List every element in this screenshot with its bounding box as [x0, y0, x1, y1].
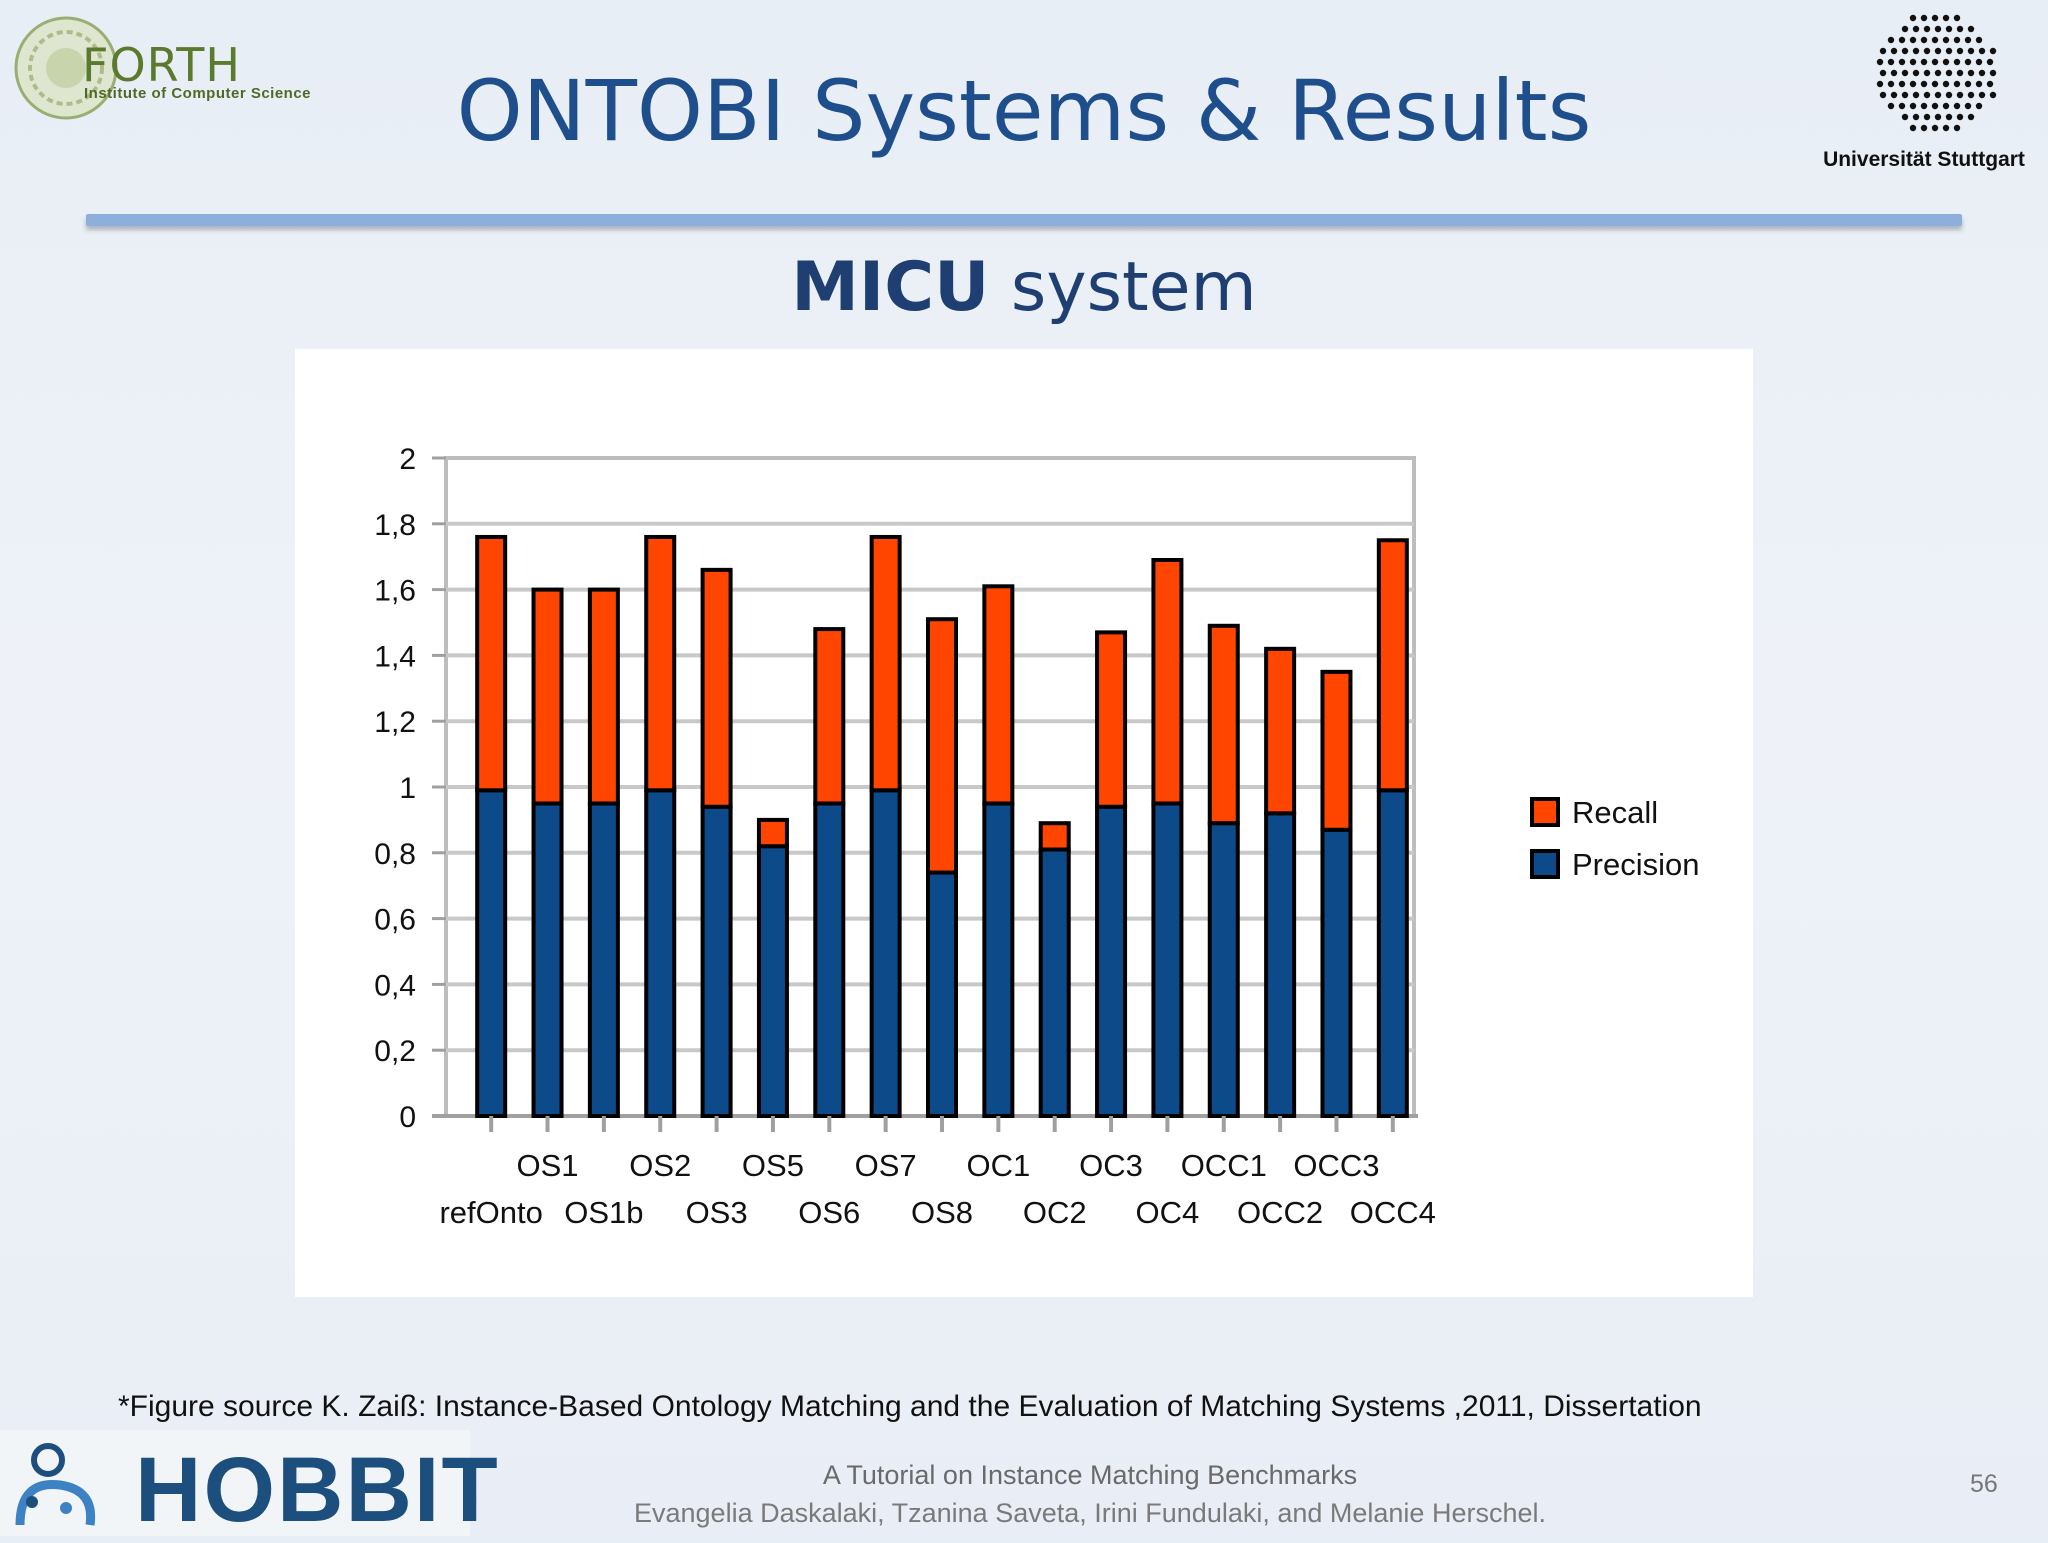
- bar-recall-OCC1: [1207, 623, 1240, 826]
- y-tick-label: 0,4: [374, 969, 416, 1002]
- university-logo: [1876, 14, 1997, 132]
- chart-heading: MICU system: [0, 248, 2048, 327]
- bar-precision-OS8: [926, 870, 958, 1118]
- x-tick-label: OS7: [855, 1148, 917, 1183]
- legend-label-recall: Recall: [1572, 795, 1658, 830]
- x-tick-label: OS1b: [564, 1195, 643, 1230]
- y-tick-label: 1,4: [374, 640, 416, 673]
- bar-recall-OC3: [1095, 630, 1128, 809]
- bar-recall-OS3: [700, 567, 733, 809]
- x-tick-label: OS6: [798, 1195, 860, 1230]
- bar-recall-OS8: [926, 617, 958, 875]
- x-tick-label: OCC2: [1237, 1195, 1323, 1230]
- bar-precision-OCC1: [1207, 821, 1240, 1118]
- legend-swatch-precision: [1530, 849, 1560, 879]
- bar-recall-OS6: [813, 627, 846, 806]
- bar-recall-OC2: [1038, 821, 1071, 852]
- x-tick-label: OS1: [517, 1148, 579, 1183]
- bar-recall-OS5: [756, 817, 789, 849]
- bar-precision-OCC2: [1264, 811, 1297, 1118]
- bar-precision-OC2: [1038, 847, 1071, 1118]
- y-tick-label: 0: [399, 1101, 416, 1134]
- university-name: Universität Stuttgart: [1823, 148, 2025, 171]
- y-tick-label: 1,2: [374, 706, 416, 739]
- project-name: HOBBIT: [135, 1439, 500, 1541]
- bar-precision-OCC3: [1320, 827, 1353, 1118]
- bar-precision-OS2: [644, 788, 677, 1118]
- bar-recall-OCC4: [1376, 538, 1409, 793]
- bar-precision-OS3: [700, 804, 733, 1118]
- y-tick-label: 1,6: [374, 575, 416, 608]
- bar-recall-OC4: [1151, 557, 1184, 806]
- bar-recall-OS2: [644, 534, 677, 793]
- bar-precision-OC3: [1095, 804, 1128, 1118]
- y-tick-label: 0,2: [374, 1035, 416, 1068]
- x-tick-label: OS2: [629, 1148, 691, 1183]
- bar-recall-OCC3: [1320, 669, 1353, 832]
- legend-swatch-recall: [1530, 797, 1560, 827]
- bar-recall-OS1: [531, 587, 564, 806]
- x-tick-label: OCC1: [1181, 1148, 1267, 1183]
- bar-precision-refOnto: [475, 788, 508, 1118]
- figure-source-note: *Figure source K. Zaiß: Instance-Based O…: [118, 1390, 1702, 1423]
- system-suffix: system: [989, 248, 1257, 327]
- title-divider: [86, 214, 1962, 226]
- system-name: MICU: [791, 248, 990, 327]
- bar-recall-OCC2: [1264, 646, 1297, 816]
- forth-logo: [14, 16, 118, 120]
- hobbit-emblem-icon: [15, 1443, 96, 1526]
- bar-precision-OCC4: [1376, 788, 1409, 1118]
- y-tick-label: 1,8: [374, 509, 416, 542]
- page-number: 56: [1970, 1470, 1998, 1498]
- tutorial-title: A Tutorial on Instance Matching Benchmar…: [822, 1460, 1358, 1490]
- y-tick-label: 0,8: [374, 838, 416, 871]
- bar-precision-OS1: [531, 801, 564, 1118]
- x-tick-label: OC2: [1023, 1195, 1087, 1230]
- bar-precision-OS7: [869, 788, 902, 1118]
- slide-title: ONTOBI Systems & Results: [456, 62, 1592, 160]
- y-tick-label: 0,6: [374, 904, 416, 937]
- stacked-bar-chart: 0 0,2 0,4 0,6 0,8 1 1,2 1,4 1,6 1,8 2 refOnto OS1 OS1…: [374, 443, 1700, 1230]
- y-tick-label: 1: [399, 772, 416, 805]
- bar-recall-refOnto: [475, 534, 508, 793]
- bar-recall-OS7: [869, 534, 902, 793]
- bar-precision-OC1: [982, 801, 1015, 1118]
- x-tick-label: OC4: [1136, 1195, 1200, 1230]
- x-tick-label: OC3: [1079, 1148, 1143, 1183]
- x-tick-label: OCC4: [1350, 1195, 1436, 1230]
- x-tick-label: OCC3: [1293, 1148, 1379, 1183]
- x-tick-label: refOnto: [439, 1195, 542, 1230]
- x-tick-label: OC1: [966, 1148, 1030, 1183]
- legend-label-precision: Precision: [1572, 847, 1700, 882]
- authors-line: Evangelia Daskalaki, Tzanina Saveta, Iri…: [634, 1498, 1546, 1528]
- chart-panel: 0 0,2 0,4 0,6 0,8 1 1,2 1,4 1,6 1,8 2 refOnto OS1 OS1…: [295, 349, 1753, 1297]
- bar-precision-OS1b: [587, 801, 620, 1118]
- hobbit-logo: [0, 1430, 470, 1536]
- bar-precision-OS5: [756, 844, 789, 1118]
- x-tick-label: OS5: [742, 1148, 804, 1183]
- bar-precision-OS6: [813, 801, 846, 1118]
- x-tick-label: OS8: [911, 1195, 973, 1230]
- y-tick-label: 2: [399, 443, 416, 476]
- bar-recall-OC1: [982, 584, 1015, 806]
- bar-precision-OC4: [1151, 801, 1184, 1118]
- org-subtitle: Institute of Computer Science: [84, 85, 312, 102]
- org-name: FORTH: [82, 38, 241, 92]
- x-tick-label: OS3: [686, 1195, 748, 1230]
- bar-recall-OS1b: [587, 587, 620, 806]
